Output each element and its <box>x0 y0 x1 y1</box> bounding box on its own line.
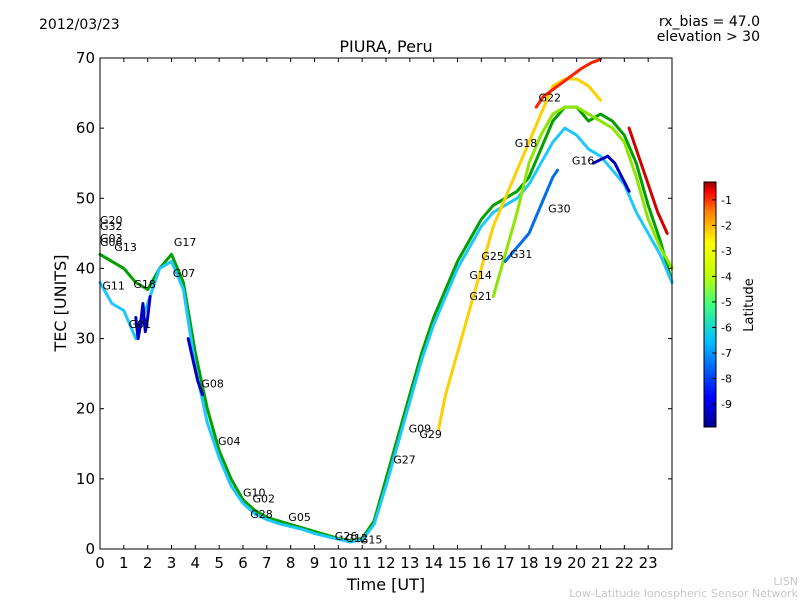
x-tick-label: 21 <box>591 554 610 572</box>
satellite-label: G18 <box>515 137 538 150</box>
watermark-network: Low-Latitude Ionospheric Sensor Network <box>569 587 798 600</box>
satellite-label: G12 <box>346 532 369 545</box>
satellite-label: G09 <box>409 423 432 436</box>
colorbar-label: Latitude <box>742 278 757 332</box>
tec-series-10 <box>627 126 669 235</box>
satellite-label: G30 <box>548 202 571 215</box>
satellite-label: G27 <box>393 453 416 466</box>
x-axis-label: Time [UT] <box>346 575 425 594</box>
y-tick-label: 0 <box>85 540 95 558</box>
x-tick-label: 14 <box>424 554 443 572</box>
y-tick-label: 40 <box>76 259 95 277</box>
satellite-label: G02 <box>253 493 276 506</box>
satellite-label: G11 <box>102 280 125 293</box>
tec-series-8 <box>503 168 560 263</box>
x-tick-label: 3 <box>167 554 177 572</box>
satellite-label: G20 <box>100 214 123 227</box>
x-tick-label: 5 <box>214 554 224 572</box>
x-tick-label: 11 <box>353 554 372 572</box>
chart-title: PIURA, Peru <box>339 37 433 56</box>
x-tick-label: 1 <box>119 554 129 572</box>
elevation-label: elevation > 30 <box>656 29 760 45</box>
satellite-label: G06 <box>100 236 123 249</box>
satellite-label: G10 <box>243 486 266 499</box>
y-tick-label: 10 <box>76 470 95 488</box>
satellite-label: G04 <box>218 435 241 448</box>
x-tick-label: 17 <box>496 554 515 572</box>
x-tick-label: 0 <box>95 554 105 572</box>
rx-bias-label: rx_bias = 47.0 <box>658 14 760 30</box>
x-tick-label: 22 <box>615 554 634 572</box>
satellite-label: G08 <box>201 378 224 391</box>
satellite-label: G29 <box>419 428 442 441</box>
satellite-label: G05 <box>288 511 311 524</box>
x-tick-label: 10 <box>329 554 348 572</box>
x-tick-label: 18 <box>519 554 538 572</box>
x-tick-label: 4 <box>191 554 201 572</box>
colorbar-tick-label: -8 <box>721 373 732 386</box>
y-tick-label: 30 <box>76 330 95 348</box>
x-tick-label: 15 <box>448 554 467 572</box>
satellite-label: G22 <box>539 92 562 105</box>
tec-series-9 <box>591 154 631 193</box>
colorbar-tick-label: -3 <box>721 245 732 258</box>
satellite-label: G03 <box>100 232 123 245</box>
y-tick-label: 20 <box>76 400 95 418</box>
watermark-lisn: LISN <box>773 575 798 588</box>
x-tick-label: 8 <box>286 554 296 572</box>
tec-series-1 <box>98 105 674 543</box>
x-tick-label: 23 <box>639 554 658 572</box>
colorbar-tick-label: -5 <box>721 296 732 309</box>
satellite-label: G07 <box>173 267 196 280</box>
x-tick-label: 20 <box>567 554 586 572</box>
satellite-label: G21 <box>469 290 492 303</box>
tec-series-5 <box>134 295 152 341</box>
x-tick-label: 19 <box>543 554 562 572</box>
x-tick-label: 7 <box>262 554 272 572</box>
x-tick-label: 16 <box>472 554 491 572</box>
date-label: 2012/03/23 <box>39 17 120 33</box>
colorbar <box>703 181 717 428</box>
satellite-label: G26 <box>335 530 358 543</box>
colorbar-tick-label: -7 <box>721 347 732 360</box>
satellite-label: G13 <box>114 241 137 254</box>
tec-series-6 <box>186 337 204 397</box>
tec-series-4 <box>534 57 602 109</box>
colorbar-tick-label: -6 <box>721 321 732 334</box>
y-tick-label: 50 <box>76 189 95 207</box>
satellite-label: G31 <box>510 248 533 261</box>
satellite-label: G14 <box>469 269 492 282</box>
satellite-label: G18 <box>133 278 156 291</box>
colorbar-tick-label: -9 <box>721 398 732 411</box>
colorbar-tick-label: -2 <box>721 219 732 232</box>
y-tick-label: 70 <box>76 49 95 67</box>
satellite-label: G32 <box>100 220 123 233</box>
satellite-label: G16 <box>572 155 595 168</box>
colorbar-tick-label: -4 <box>721 270 732 283</box>
y-axis-label: TEC [UNITS] <box>51 255 70 353</box>
x-tick-label: 2 <box>143 554 153 572</box>
satellite-label: G25 <box>481 250 504 263</box>
satellite-label: G15 <box>360 533 383 546</box>
tec-series-7 <box>491 105 674 298</box>
tec-series-3 <box>436 77 602 432</box>
x-tick-label: 13 <box>400 554 419 572</box>
satellite-label: G28 <box>250 508 273 521</box>
x-tick-label: 12 <box>376 554 395 572</box>
satellite-label: G01 <box>129 318 152 331</box>
y-tick-label: 60 <box>76 119 95 137</box>
satellite-label: G17 <box>174 236 197 249</box>
x-tick-label: 6 <box>238 554 248 572</box>
x-tick-label: 9 <box>310 554 320 572</box>
colorbar-tick-label: -1 <box>721 194 732 207</box>
